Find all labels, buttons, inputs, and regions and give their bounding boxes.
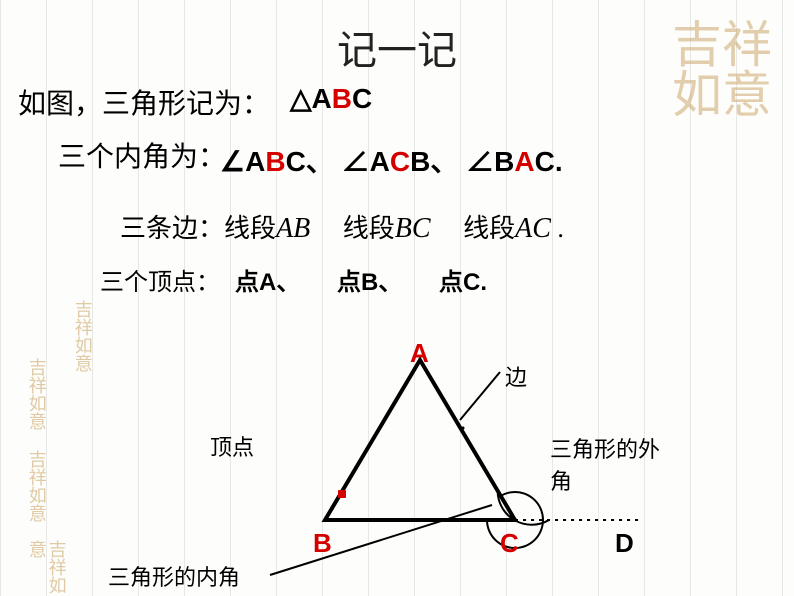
interior-annotation: 三角形的内角 (108, 560, 240, 592)
vertex-A-label: A (410, 338, 429, 369)
exterior-annotation: 三角形的外角 (550, 432, 660, 496)
edge-leader (460, 372, 500, 420)
angles-label: 三个内角为： (58, 135, 226, 175)
seal-small-1: 吉祥如意 (72, 300, 92, 372)
vertices-label: 三个顶点： (100, 262, 220, 297)
point-D-label: D (615, 528, 634, 559)
page-title: 记一记 (0, 0, 794, 76)
interior-leader (270, 505, 492, 575)
vertex-B-label: B (313, 528, 332, 559)
vertex-marker (338, 490, 346, 498)
seal-small-4: 吉祥如意 (26, 540, 66, 596)
edge-annotation: 边 (505, 360, 527, 392)
edges-line: 三条边：线段AB 线段BC 线段AC . (120, 208, 564, 245)
edge-dot (462, 427, 465, 430)
angles-list: ∠ABC、 ∠ACB、 ∠BAC. (220, 140, 563, 180)
seal-small-3: 吉祥如意 (26, 450, 46, 522)
vertex-C-label: C (500, 528, 519, 559)
triangle-path (325, 360, 515, 520)
vertex-annotation: 顶点 (210, 430, 254, 462)
seal-small-2: 吉祥如意 (26, 358, 46, 430)
triangle-notation: △ABC (290, 82, 372, 115)
triangle-diagram: A B C D 边 顶点 三角形的外角 三角形的内角 (100, 320, 660, 590)
line-figure-label: 如图，三角形记为： (18, 82, 270, 122)
vertices-list: 点A、 点B、 点C. (235, 262, 487, 297)
